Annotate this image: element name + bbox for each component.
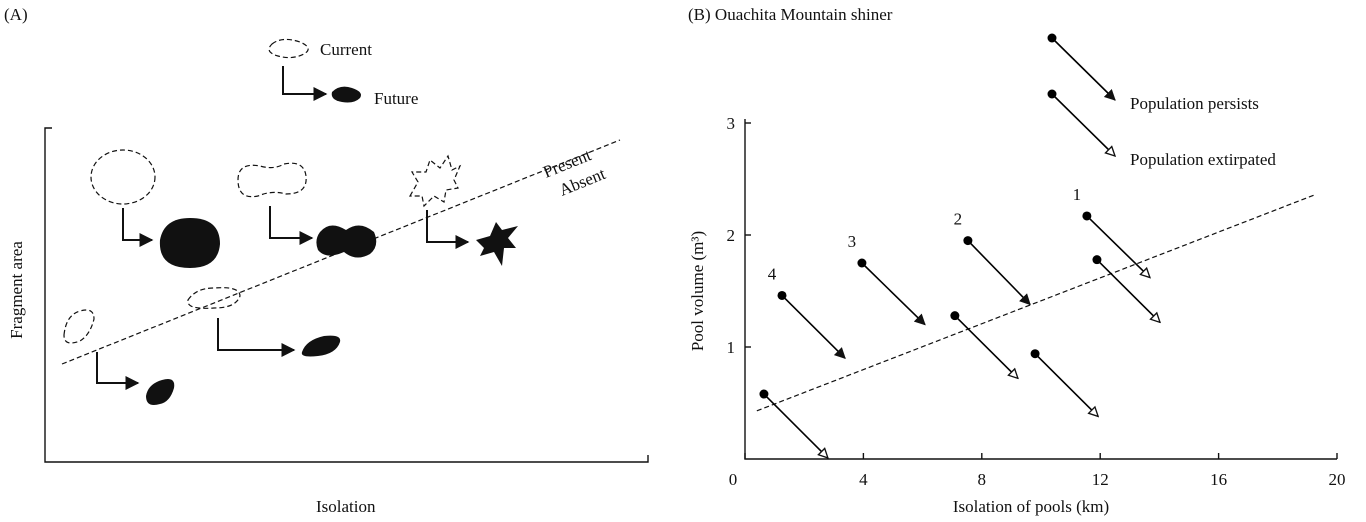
chart-title: (B) Ouachita Mountain shiner bbox=[688, 5, 893, 24]
legend-current-shape bbox=[268, 38, 309, 59]
point bbox=[1082, 211, 1092, 221]
x-axis-title: Isolation of pools (km) bbox=[953, 497, 1109, 516]
y-tick-label: 3 bbox=[727, 114, 736, 133]
point bbox=[1092, 255, 1102, 265]
trajectory-arrow bbox=[781, 294, 846, 359]
fragments bbox=[63, 149, 518, 405]
y-tick-label: 2 bbox=[727, 226, 736, 245]
x-tick-label: 20 bbox=[1329, 470, 1346, 489]
x-tick-label: 0 bbox=[729, 470, 738, 489]
point bbox=[777, 290, 787, 300]
point bbox=[857, 258, 867, 268]
trajectory-arrow bbox=[1034, 353, 1098, 417]
y-axis-title: Fragment area bbox=[7, 241, 26, 339]
point-label: 1 bbox=[1073, 185, 1082, 204]
x-tick-label: 4 bbox=[859, 470, 868, 489]
trajectory-arrow bbox=[967, 240, 1031, 306]
point-label: 2 bbox=[954, 210, 963, 229]
point-label: 3 bbox=[848, 232, 857, 251]
legend-current: Current bbox=[320, 40, 372, 59]
legend-arrow bbox=[1051, 37, 1116, 101]
point-label: 4 bbox=[768, 264, 777, 283]
trajectory-arrow bbox=[763, 393, 828, 458]
legend-arrow bbox=[282, 66, 328, 101]
x-tick-label: 16 bbox=[1210, 470, 1227, 489]
legend-arrow bbox=[1051, 93, 1115, 156]
trajectory-arrow bbox=[954, 315, 1018, 379]
x-axis-title: Isolation bbox=[316, 497, 376, 516]
trajectory-arrow bbox=[1086, 215, 1150, 278]
x-tick-label: 8 bbox=[978, 470, 987, 489]
axes bbox=[744, 119, 1337, 460]
legend-label: Population persists bbox=[1130, 94, 1259, 113]
point bbox=[1030, 349, 1040, 359]
axes bbox=[44, 127, 649, 463]
trajectory-arrow bbox=[861, 262, 926, 326]
x-tick-label: 12 bbox=[1092, 470, 1109, 489]
point bbox=[950, 311, 960, 321]
panel-label: (A) bbox=[4, 5, 28, 24]
point bbox=[759, 389, 769, 399]
legend-label: Population extirpated bbox=[1130, 150, 1276, 169]
y-axis-title: Pool volume (m³) bbox=[688, 231, 707, 351]
legend-future-shape bbox=[331, 86, 361, 103]
trajectory-arrow bbox=[1096, 259, 1160, 323]
point bbox=[963, 236, 973, 246]
y-tick-label: 1 bbox=[727, 338, 736, 357]
legend-future: Future bbox=[374, 89, 418, 108]
panel-a: (A) Current Future Present Absent Isolat… bbox=[4, 5, 649, 516]
threshold-line bbox=[756, 194, 1316, 412]
